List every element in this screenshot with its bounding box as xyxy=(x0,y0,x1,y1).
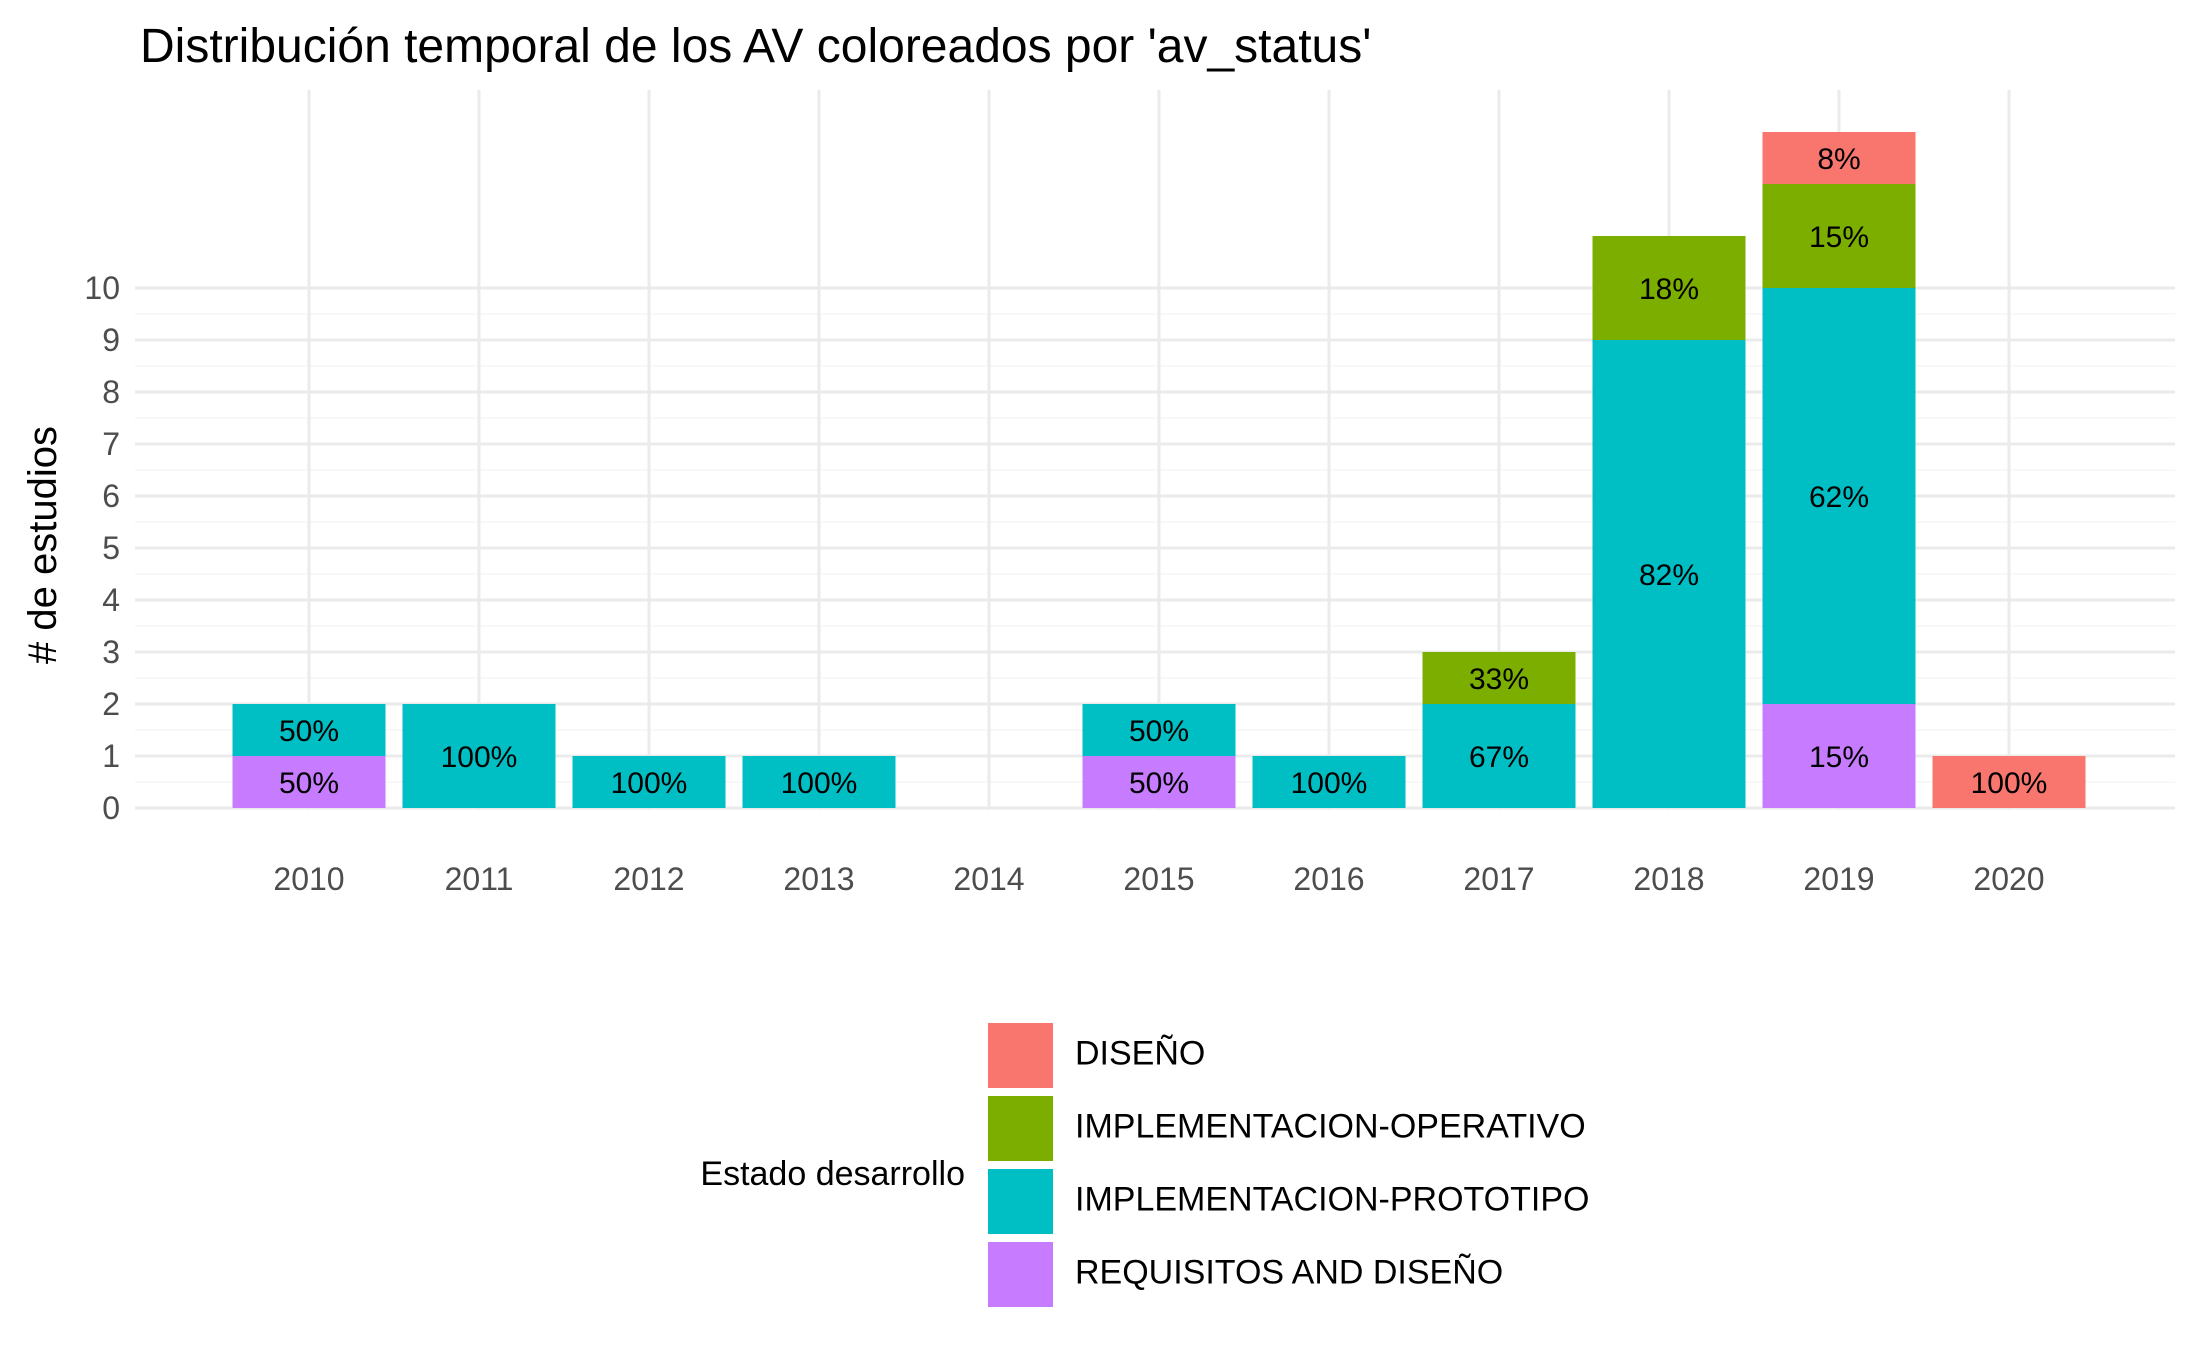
data-label: 15% xyxy=(1809,221,1869,254)
legend: Estado desarrollo DISEÑO IMPLEMENTACION-O… xyxy=(700,1023,1589,1307)
legend-key xyxy=(988,1242,1053,1307)
x-tick-label: 2010 xyxy=(273,861,344,897)
bar-segment xyxy=(1592,340,1746,808)
x-tick-label: 2015 xyxy=(1123,861,1194,897)
y-tick-label: 8 xyxy=(102,374,120,410)
bar-segment xyxy=(1762,184,1916,288)
bar-segment xyxy=(1932,756,2086,808)
x-tick-label: 2019 xyxy=(1803,861,1874,897)
data-label: 67% xyxy=(1469,741,1529,774)
data-label: 62% xyxy=(1809,481,1869,514)
bar-segment xyxy=(1252,756,1406,808)
legend-entry-label: IMPLEMENTACION-PROTOTIPO xyxy=(1075,1180,1589,1218)
data-label: 100% xyxy=(611,767,688,800)
bar-segment xyxy=(232,704,386,756)
y-axis-label: # de estudios xyxy=(21,426,65,664)
y-tick-label: 2 xyxy=(102,686,120,722)
legend-entry-label: IMPLEMENTACION-OPERATIVO xyxy=(1075,1107,1586,1145)
x-tick-label: 2016 xyxy=(1293,861,1364,897)
x-ticks: 2010 2011 2012 2013 2014 2015 2016 2017 2018 2019… xyxy=(273,861,2044,897)
x-tick-label: 2012 xyxy=(613,861,684,897)
data-label: 8% xyxy=(1817,143,1860,176)
data-label: 100% xyxy=(781,767,858,800)
bar-segment xyxy=(232,756,386,808)
legend-entry-label: REQUISITOS AND DISEÑO xyxy=(1075,1253,1503,1291)
data-label: 82% xyxy=(1639,559,1699,592)
legend-entry-label: DISEÑO xyxy=(1075,1034,1205,1072)
y-tick-label: 5 xyxy=(102,530,120,566)
bar-segment xyxy=(1082,704,1236,756)
x-tick-label: 2017 xyxy=(1463,861,1534,897)
x-tick-label: 2018 xyxy=(1633,861,1704,897)
bar-segment xyxy=(1762,132,1916,184)
data-label: 50% xyxy=(1129,715,1189,748)
data-label: 100% xyxy=(441,741,518,774)
data-label: 15% xyxy=(1809,741,1869,774)
bars xyxy=(232,132,2086,808)
data-label: 18% xyxy=(1639,273,1699,306)
bar-segment xyxy=(572,756,726,808)
y-tick-label: 9 xyxy=(102,322,120,358)
bar-segment xyxy=(402,704,556,808)
y-tick-label: 10 xyxy=(84,270,120,306)
bar-labels: 50% 50% 100% 100% 100% 50% 50% 100% 67% 33% 82% 18%… xyxy=(279,143,2047,800)
data-label: 50% xyxy=(1129,767,1189,800)
bar-segment xyxy=(1422,704,1576,808)
data-label: 50% xyxy=(279,715,339,748)
data-label: 100% xyxy=(1291,767,1368,800)
chart-title: Distribución temporal de los AV coloread… xyxy=(140,20,1371,73)
y-tick-label: 1 xyxy=(102,738,120,774)
y-tick-label: 0 xyxy=(102,790,120,826)
data-label: 100% xyxy=(1971,767,2048,800)
legend-title: Estado desarrollo xyxy=(700,1155,965,1193)
legend-key xyxy=(988,1096,1053,1161)
x-tick-label: 2014 xyxy=(953,861,1024,897)
x-tick-label: 2011 xyxy=(445,861,514,897)
x-tick-label: 2013 xyxy=(783,861,854,897)
bar-segment xyxy=(1762,704,1916,808)
x-tick-label: 2020 xyxy=(1973,861,2044,897)
data-label: 33% xyxy=(1469,663,1529,696)
y-tick-label: 4 xyxy=(102,582,120,618)
data-label: 50% xyxy=(279,767,339,800)
y-tick-label: 7 xyxy=(102,426,120,462)
bar-segment xyxy=(1592,236,1746,340)
bar-segment xyxy=(742,756,896,808)
bar-segment xyxy=(1762,288,1916,704)
y-tick-label: 3 xyxy=(102,634,120,670)
legend-key xyxy=(988,1169,1053,1234)
legend-key xyxy=(988,1023,1053,1088)
y-ticks: 0 1 2 3 4 5 6 7 8 9 10 xyxy=(84,270,120,826)
y-tick-label: 6 xyxy=(102,478,120,514)
bar-segment xyxy=(1422,652,1576,704)
bar-segment xyxy=(1082,756,1236,808)
